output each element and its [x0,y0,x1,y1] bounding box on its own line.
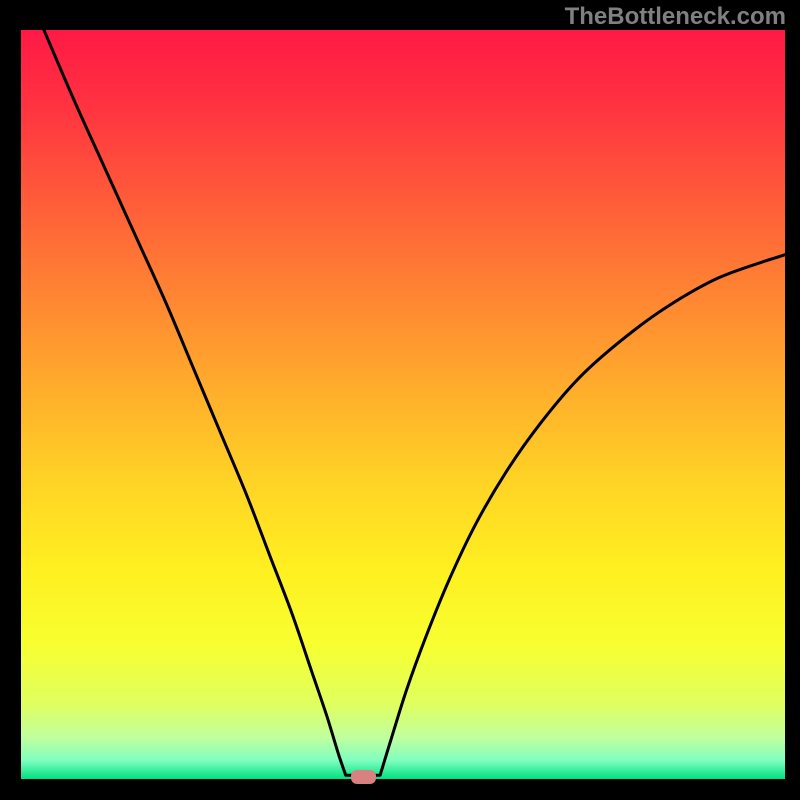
chart-container: TheBottleneck.com [0,0,800,800]
watermark-text: TheBottleneck.com [565,3,786,31]
curve-overlay [0,0,800,800]
minimum-marker [351,770,376,784]
bottleneck-curve [44,30,785,775]
